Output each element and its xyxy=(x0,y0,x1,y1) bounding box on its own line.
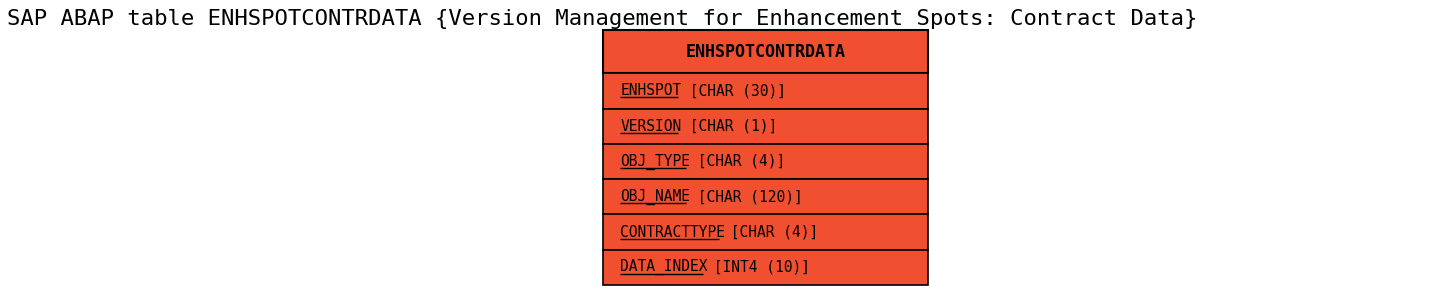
FancyBboxPatch shape xyxy=(604,109,928,144)
FancyBboxPatch shape xyxy=(604,250,928,285)
Text: [CHAR (30)]: [CHAR (30)] xyxy=(681,83,786,98)
Text: CONTRACTTYPE: CONTRACTTYPE xyxy=(621,225,726,239)
Text: [CHAR (4)]: [CHAR (4)] xyxy=(688,154,785,169)
FancyBboxPatch shape xyxy=(604,30,928,73)
Text: [CHAR (1)]: [CHAR (1)] xyxy=(681,119,777,134)
FancyBboxPatch shape xyxy=(604,144,928,179)
FancyBboxPatch shape xyxy=(604,73,928,109)
Text: VERSION: VERSION xyxy=(621,119,681,134)
FancyBboxPatch shape xyxy=(604,214,928,250)
Text: ENHSPOTCONTRDATA: ENHSPOTCONTRDATA xyxy=(685,42,845,61)
Text: [CHAR (4)]: [CHAR (4)] xyxy=(721,225,818,239)
Text: [INT4 (10)]: [INT4 (10)] xyxy=(706,260,810,275)
Text: SAP ABAP table ENHSPOTCONTRDATA {Version Management for Enhancement Spots: Contr: SAP ABAP table ENHSPOTCONTRDATA {Version… xyxy=(7,9,1197,29)
Text: OBJ_NAME: OBJ_NAME xyxy=(621,189,690,205)
Text: ENHSPOT: ENHSPOT xyxy=(621,83,681,98)
Text: OBJ_TYPE: OBJ_TYPE xyxy=(621,153,690,170)
FancyBboxPatch shape xyxy=(604,179,928,214)
Text: DATA_INDEX: DATA_INDEX xyxy=(621,259,708,275)
Text: [CHAR (120)]: [CHAR (120)] xyxy=(688,189,803,204)
